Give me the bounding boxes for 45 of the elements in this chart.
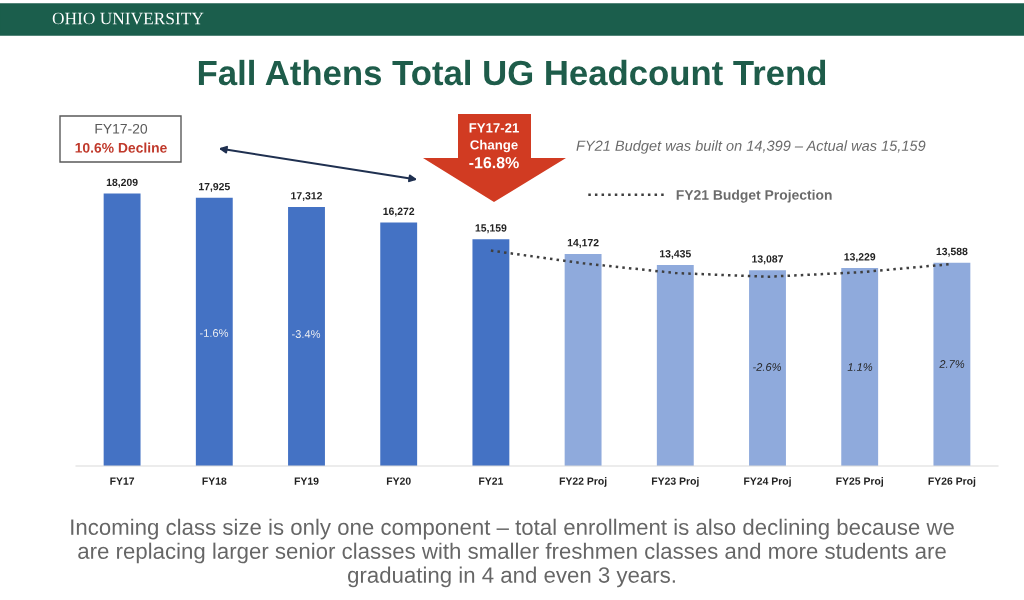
text: FY21 Budget was built on 14,399 – Actual was 15,159	[576, 140, 926, 154]
bar	[933, 262, 971, 466]
data-label: 13,435	[660, 250, 691, 259]
x-tick-label: FY18	[202, 477, 227, 485]
data-label: 18,209	[106, 178, 138, 188]
chart-title: Fall Athens Total UG Headcount Trend	[198, 59, 826, 86]
text: FY17-21	[469, 123, 519, 133]
data-label: 15,159	[475, 224, 507, 234]
x-tick-label: FY19	[294, 477, 319, 485]
bar	[195, 197, 233, 466]
bar	[564, 254, 602, 466]
x-tick-label: FY20	[386, 477, 411, 485]
data-label: 17,312	[291, 192, 323, 201]
data-label: 14,172	[567, 239, 599, 248]
text: OHIO UNIVERSITY	[52, 12, 204, 25]
annotation: -1.6%	[199, 329, 229, 337]
x-tick-label: FY17	[110, 477, 135, 485]
data-label: 17,925	[199, 182, 230, 192]
data-label: 13,229	[844, 253, 876, 263]
annotation: -2.6%	[753, 363, 782, 371]
annotation: 2.7%	[939, 360, 965, 368]
text: 10.6% Decline	[75, 142, 167, 153]
text: -16.8%	[469, 156, 519, 169]
bar	[103, 193, 141, 466]
bar	[656, 265, 694, 466]
text: Incoming class size is only one component – total enrollment is also declining because we are replacing larger senior classes with smaller freshmen classes and more students are graduating in 4 and even 3 years.	[71, 518, 954, 588]
data-label: 13,087	[752, 255, 783, 265]
text: FY17-20	[95, 123, 148, 134]
x-tick-label: FY26 Proj	[928, 477, 976, 487]
text: FY21 Budget Projection	[676, 189, 832, 203]
bar	[749, 270, 786, 466]
x-tick-label: FY24 Proj	[744, 477, 791, 487]
bar	[472, 239, 510, 466]
bar	[841, 268, 879, 466]
bar	[380, 222, 418, 466]
x-tick-label: FY22 Proj	[559, 477, 607, 487]
bar	[288, 207, 325, 466]
x-tick-label: FY23 Proj	[651, 477, 699, 487]
text: Change	[470, 139, 518, 153]
x-tick-label: FY25 Proj	[836, 477, 883, 487]
data-label: 16,272	[383, 207, 415, 217]
annotation: -3.4%	[291, 330, 321, 338]
data-label: 13,588	[936, 247, 968, 257]
annotation: 1.1%	[847, 363, 873, 371]
x-tick-label: FY21	[479, 477, 504, 485]
